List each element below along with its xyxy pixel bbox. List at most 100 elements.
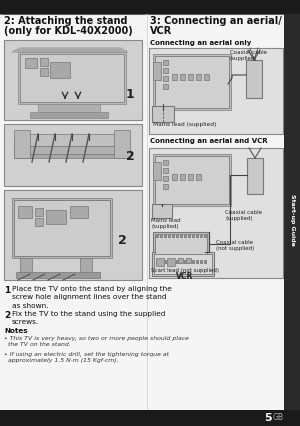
Bar <box>284 14 300 412</box>
Bar <box>163 60 168 65</box>
Text: Coaxial cable
(not supplied): Coaxial cable (not supplied) <box>216 240 254 251</box>
Text: 2: Attaching the stand: 2: Attaching the stand <box>4 16 128 26</box>
Bar <box>18 52 126 104</box>
Bar <box>153 154 231 206</box>
Text: 3: Connecting an aerial/: 3: Connecting an aerial/ <box>150 16 282 26</box>
Bar <box>80 258 92 274</box>
Bar <box>172 74 177 80</box>
Bar <box>176 260 179 264</box>
Text: Mains lead
(supplied): Mains lead (supplied) <box>151 218 181 229</box>
Text: 2: 2 <box>118 234 127 247</box>
Bar <box>163 68 168 73</box>
Bar <box>164 260 167 264</box>
Text: GB: GB <box>273 414 284 423</box>
Bar <box>180 260 183 264</box>
Text: Coaxial cable
(supplied): Coaxial cable (supplied) <box>225 210 262 221</box>
Text: Coaxial cable
(supplied): Coaxial cable (supplied) <box>230 50 267 61</box>
Text: Notes: Notes <box>4 328 28 334</box>
Bar <box>204 234 207 238</box>
Bar <box>0 0 300 14</box>
Text: Start-up Guide: Start-up Guide <box>290 194 295 246</box>
Bar <box>163 84 168 89</box>
Bar <box>153 162 161 180</box>
Bar <box>20 258 32 274</box>
Bar <box>156 258 164 266</box>
Bar <box>50 62 70 78</box>
Text: Place the TV onto the stand by aligning the
screw hole alignment lines over the : Place the TV onto the stand by aligning … <box>12 286 172 308</box>
Bar <box>25 58 37 68</box>
Bar <box>4 124 142 186</box>
Bar <box>200 234 203 238</box>
Bar <box>163 176 168 181</box>
Bar <box>160 234 163 238</box>
Bar <box>204 74 209 80</box>
Bar <box>4 40 142 120</box>
Bar <box>152 106 174 122</box>
Text: (only for KDL-40X2000): (only for KDL-40X2000) <box>4 26 133 36</box>
Bar <box>188 234 191 238</box>
Bar <box>167 258 175 266</box>
Bar <box>18 206 32 218</box>
Bar <box>46 210 66 224</box>
Bar <box>149 148 283 278</box>
Bar <box>153 232 209 266</box>
Bar <box>196 74 201 80</box>
Bar <box>38 104 100 112</box>
Bar <box>154 254 212 274</box>
Bar <box>149 48 283 134</box>
Bar <box>192 260 195 264</box>
Bar <box>204 260 207 264</box>
Text: 2: 2 <box>126 150 135 163</box>
Text: Scart lead (not supplied): Scart lead (not supplied) <box>151 268 219 273</box>
Text: 5: 5 <box>264 413 272 423</box>
Bar <box>184 260 187 264</box>
Bar <box>172 174 177 180</box>
Bar <box>153 54 231 110</box>
Bar <box>152 252 214 276</box>
Bar <box>20 54 124 102</box>
Bar <box>168 234 171 238</box>
Bar <box>14 200 110 256</box>
Bar <box>163 168 168 173</box>
Bar <box>164 234 167 238</box>
Bar <box>14 146 129 154</box>
Bar <box>30 112 108 118</box>
Bar <box>14 130 30 158</box>
Text: Fix the TV to the stand using the supplied
screws.: Fix the TV to the stand using the suppli… <box>12 311 165 325</box>
Text: 1: 1 <box>4 286 10 295</box>
Bar <box>188 74 193 80</box>
Bar <box>4 190 142 280</box>
Bar <box>188 260 191 264</box>
Bar <box>114 130 130 158</box>
Bar <box>155 156 229 204</box>
Bar <box>180 174 185 180</box>
Bar <box>184 234 187 238</box>
Bar <box>152 204 172 218</box>
Bar <box>172 260 175 264</box>
Text: 2: 2 <box>4 311 10 320</box>
Bar <box>163 76 168 81</box>
Bar <box>14 154 129 158</box>
Text: VCR: VCR <box>176 272 194 281</box>
Text: VCR: VCR <box>150 26 172 36</box>
Bar <box>156 234 159 238</box>
Bar <box>40 58 48 66</box>
Bar <box>156 260 159 264</box>
Bar <box>196 174 201 180</box>
Bar <box>172 234 175 238</box>
Bar <box>200 260 203 264</box>
Bar <box>40 68 48 76</box>
Bar <box>35 208 43 216</box>
Bar <box>168 260 171 264</box>
Bar <box>180 74 185 80</box>
Bar <box>188 174 193 180</box>
Polygon shape <box>12 48 128 52</box>
Bar <box>12 198 112 258</box>
Bar <box>155 234 207 264</box>
Bar <box>196 260 199 264</box>
Bar <box>192 234 195 238</box>
Text: Mains lead (supplied): Mains lead (supplied) <box>153 122 216 127</box>
Text: • If using an electric drill, set the tightening torque at
  approximately 1.5 N: • If using an electric drill, set the ti… <box>4 352 169 363</box>
Bar <box>16 272 100 278</box>
Bar <box>178 258 183 263</box>
